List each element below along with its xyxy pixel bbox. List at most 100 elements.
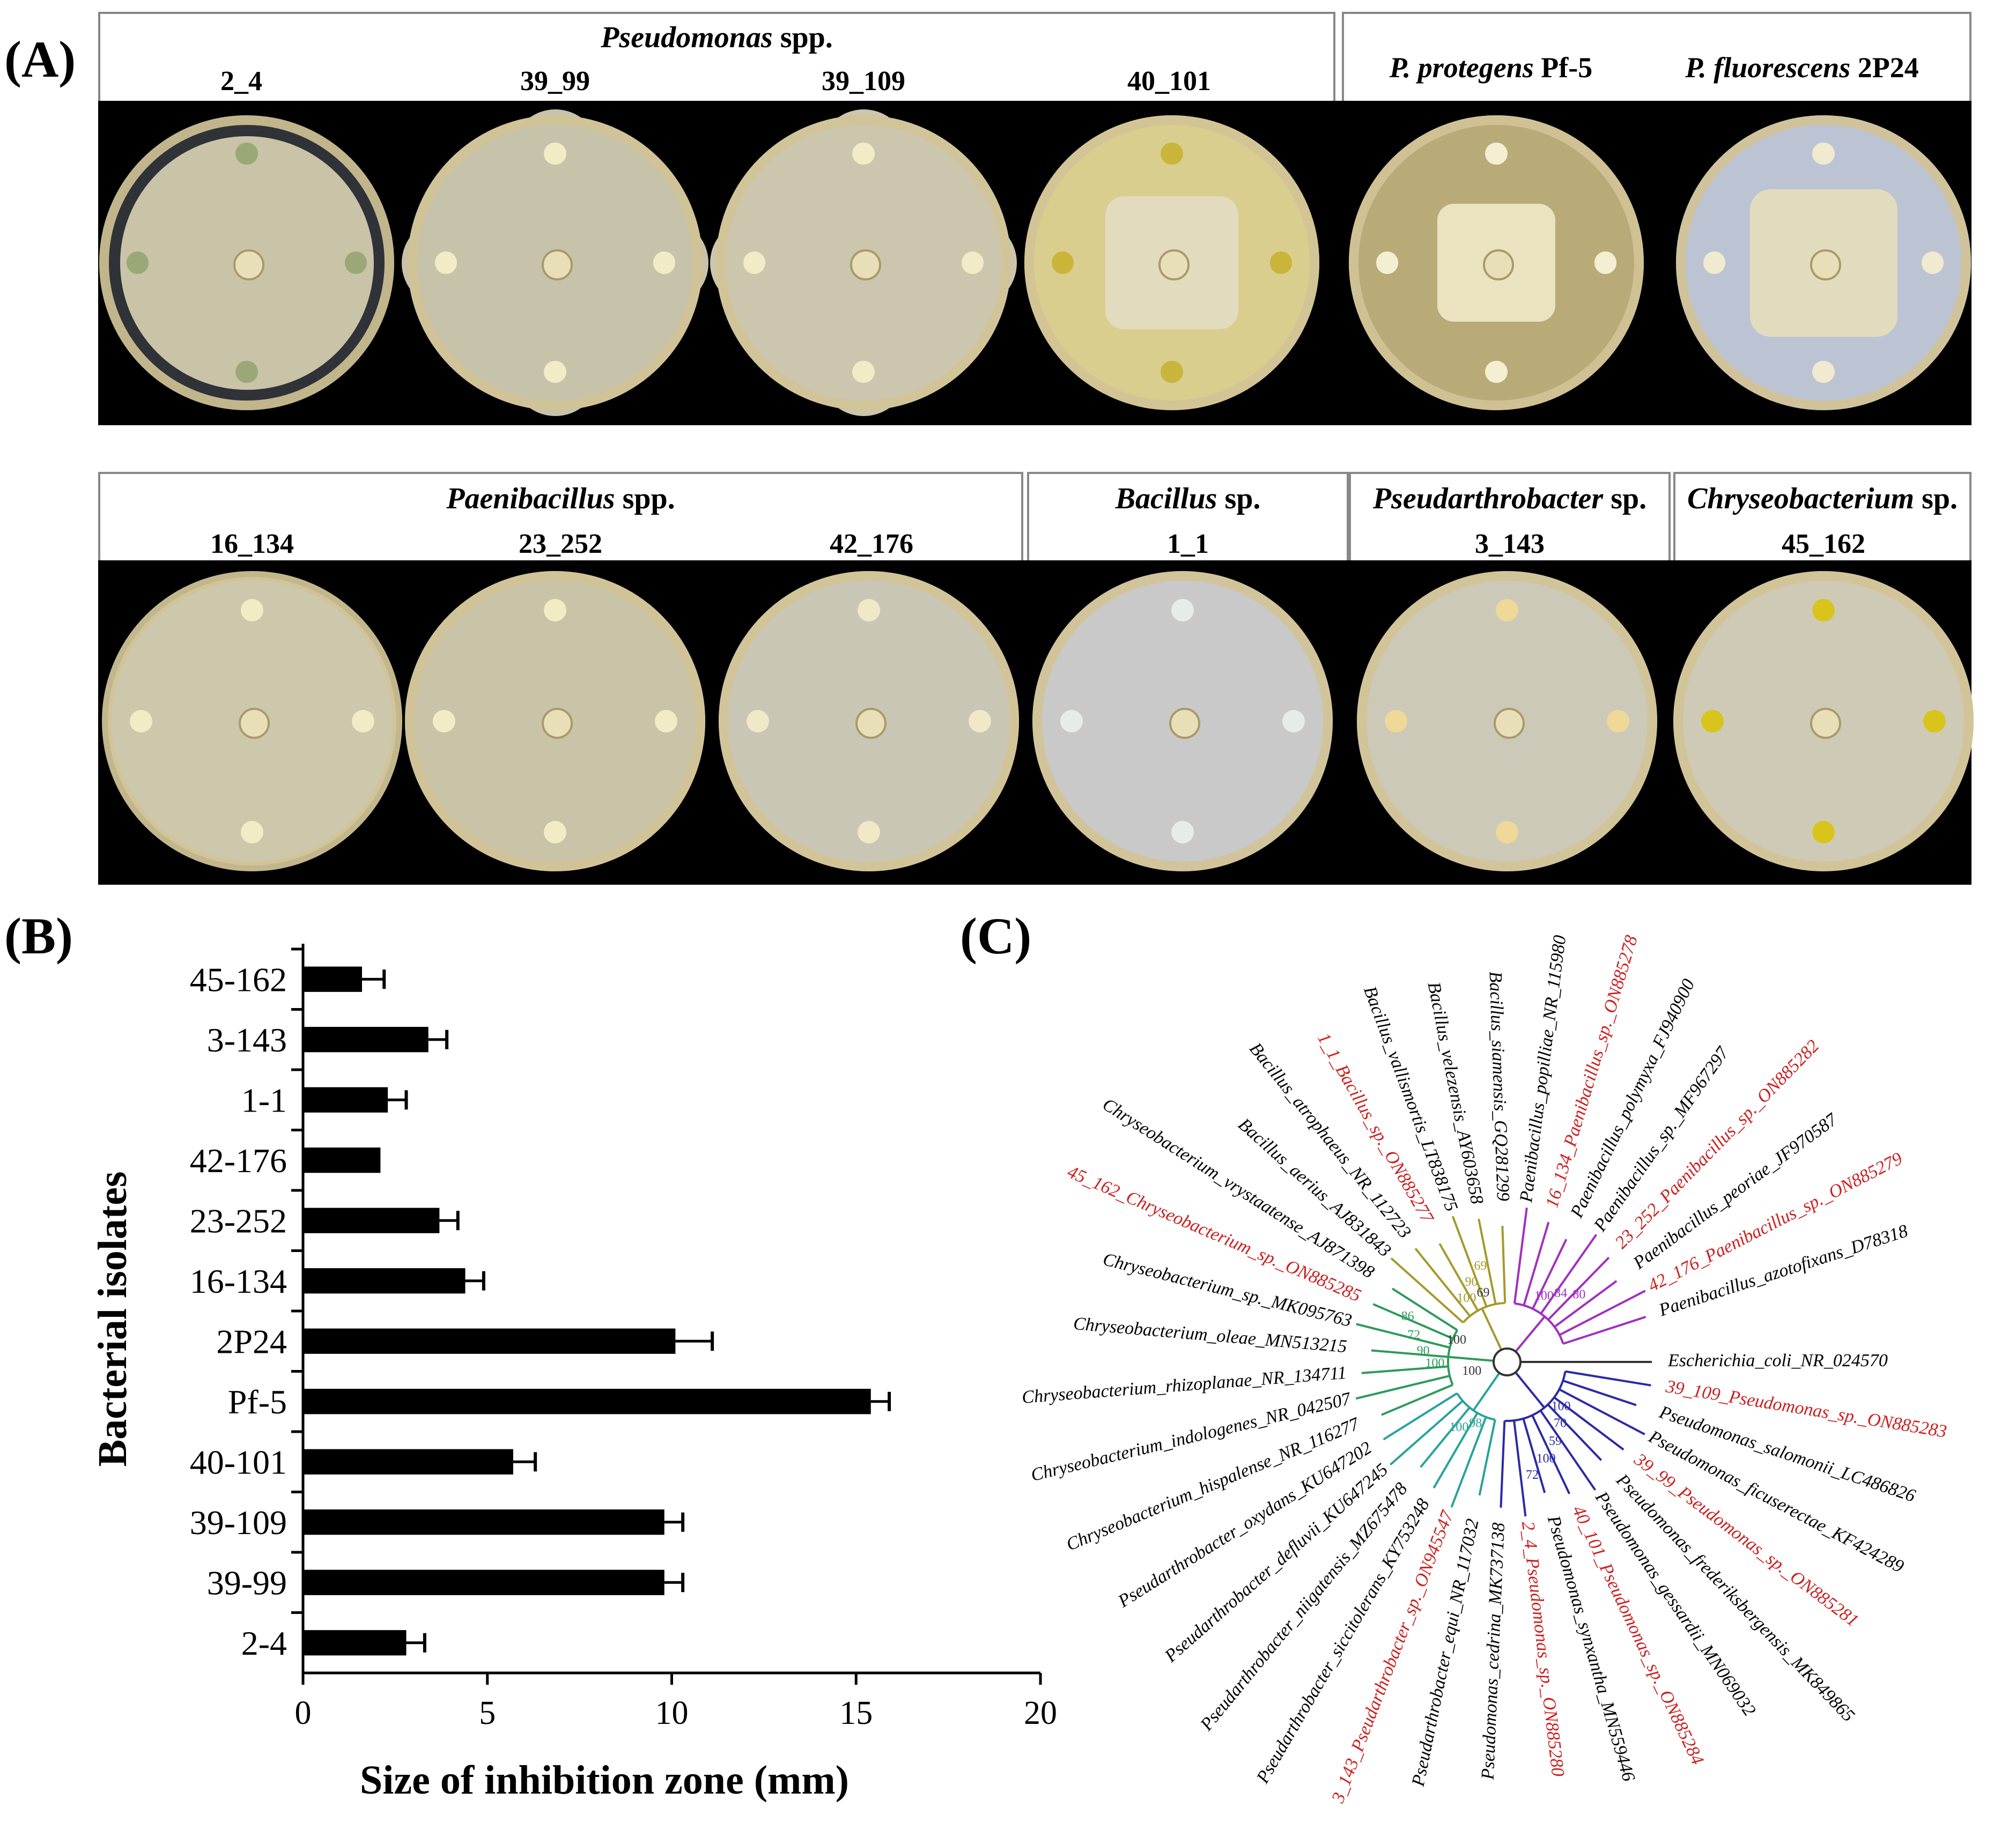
dish-rim (1024, 115, 1319, 410)
y-axis-title: Bacterial isolates (90, 1172, 135, 1467)
tree-branch (1432, 1412, 1479, 1489)
clade-branch (1515, 1316, 1546, 1353)
petri-dish (710, 109, 1017, 416)
clade-branch (1481, 1308, 1503, 1351)
petri-dish (1357, 571, 1657, 871)
tree-branch (1540, 1234, 1598, 1315)
y-tick-label: 2P24 (216, 1322, 287, 1360)
reference-strains-header (1342, 12, 1971, 103)
dish-rim (1032, 571, 1333, 871)
tree-branch (1559, 1290, 1646, 1336)
tree-branch (1451, 1216, 1488, 1307)
y-tick-label: 40-101 (190, 1443, 287, 1481)
y-tick-label: 42-176 (190, 1142, 287, 1180)
paenibacillus-group-header: Paenibacillus spp. (98, 472, 1023, 563)
tree-branch (1390, 1257, 1464, 1324)
isolate-label: 1_1 (1167, 529, 1209, 559)
bootstrap-value: 90 (1465, 1275, 1478, 1289)
tree-branch (1478, 1419, 1496, 1496)
bar (303, 1087, 388, 1113)
bootstrap-value: 80 (1572, 1288, 1585, 1302)
chryseobacterium-group-header: Chryseobacterium sp. (1673, 472, 1971, 563)
bootstrap-value: 69 (1474, 1259, 1487, 1273)
dish-rim (99, 115, 394, 410)
bootstrap-value: 70 (1554, 1417, 1567, 1431)
tree-branch (1381, 1383, 1453, 1416)
x-tick-label: 0 (295, 1695, 312, 1731)
pseudomonas-group-title: Pseudomonas spp. (601, 21, 833, 54)
bar (303, 1208, 440, 1233)
chryseobacterium-group-title: Chryseobacterium sp. (1687, 482, 1958, 515)
tree-branch (1522, 1418, 1546, 1493)
tree-branch (1361, 1365, 1449, 1374)
dish-rim (1349, 115, 1644, 410)
petri-dish (1676, 115, 1971, 410)
pseudarthrobacter-group-title: Pseudarthrobacter sp. (1372, 482, 1647, 515)
tree-branch (1438, 1243, 1479, 1312)
bootstrap-value: 100 (1449, 1420, 1468, 1434)
tree-branch (1531, 1414, 1571, 1494)
tree-branch (1372, 1303, 1453, 1340)
tree-branch (1478, 1218, 1497, 1305)
bar (303, 1630, 407, 1656)
petri-dish (1673, 571, 1974, 871)
tree-leaf-label: Escherichia_coli_NR_024570 (1667, 1351, 1888, 1371)
tree-branch (1391, 1287, 1458, 1331)
bootstrap-value: 100 (1534, 1289, 1554, 1303)
tree-branch (1371, 1349, 1449, 1358)
bootstrap-value: 72 (1407, 1328, 1420, 1342)
clade-branch (1472, 1372, 1501, 1411)
tree-branch (1562, 1379, 1637, 1406)
x-tick-label: 15 (839, 1695, 873, 1731)
isolate-label: 23_252 (519, 529, 602, 559)
phylogenetic-tree: Escherichia_coli_NR_02457039_109_Pseudom… (1021, 933, 1948, 1806)
bootstrap-value: 100 (1552, 1399, 1571, 1413)
tree-branch (1547, 1404, 1603, 1461)
tree-leaf-label: Bacillus_siamensis_GQ281299 (1485, 971, 1513, 1202)
y-tick-label: 3-143 (207, 1021, 287, 1059)
clade-branch (1448, 1356, 1494, 1362)
bar (303, 966, 362, 992)
y-tick-label: 39-99 (207, 1564, 287, 1602)
tree-branch (1450, 1417, 1487, 1508)
bootstrap-value: 98 (1469, 1417, 1482, 1431)
clade-branch (1515, 1372, 1546, 1409)
petri-dish (1349, 115, 1644, 410)
bootstrap-value: 86 (1401, 1309, 1414, 1323)
tree-branch (1553, 1396, 1624, 1451)
y-tick-label: 16-134 (190, 1262, 287, 1300)
tree-leaf-label: Pseudarthrobacter_equi_NR_117032 (1408, 1517, 1483, 1789)
tree-branch (1547, 1256, 1610, 1321)
reference-strain-label: P. protegens Pf-5 (1389, 51, 1593, 84)
tree-branch (1500, 1420, 1506, 1508)
x-tick-label: 10 (655, 1695, 689, 1731)
bootstrap-value: 69 (1477, 1286, 1490, 1300)
paenibacillus-group-title: Paenibacillus spp. (446, 482, 675, 515)
pseudarthrobacter-group-header: Pseudarthrobacter sp. (1349, 472, 1671, 563)
petri-dish (405, 571, 705, 871)
x-tick-label: 20 (1024, 1695, 1057, 1731)
panel-b-label: (B) (4, 907, 73, 965)
tree-branch (1562, 1316, 1646, 1345)
isolate-label: 39_99 (520, 66, 590, 97)
y-tick-label: 1-1 (241, 1081, 287, 1119)
bar (303, 1569, 664, 1595)
y-tick-label: Pf-5 (228, 1383, 287, 1421)
tree-branch (1559, 1388, 1645, 1435)
y-tick-label: 45-162 (190, 960, 287, 998)
tree-branch (1356, 1323, 1450, 1349)
isolate-label: 3_143 (1475, 529, 1545, 559)
bootstrap-value: 84 (1554, 1286, 1567, 1300)
reference-strain-label: P. fluorescens 2P24 (1685, 51, 1919, 84)
bar (303, 1027, 429, 1053)
pseudomonas-group-header: Pseudomonas spp. (98, 12, 1335, 103)
bar (303, 1389, 871, 1414)
bar (303, 1147, 381, 1173)
tree-branch (1383, 1392, 1458, 1441)
tree-branch (1565, 1370, 1651, 1387)
panel-a-label: (A) (4, 31, 76, 88)
tree-branch (1501, 1226, 1507, 1303)
dish-rim (1357, 571, 1657, 871)
tree-branch (1532, 1239, 1568, 1309)
bootstrap-value: 100 (1457, 1291, 1476, 1305)
